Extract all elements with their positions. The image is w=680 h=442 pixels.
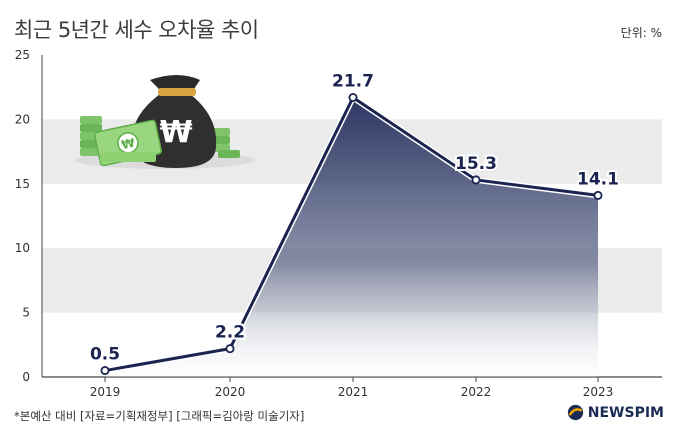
data-label: 0.5 [90,345,120,365]
area-fill [105,97,598,377]
y-tick-label: 5 [22,306,30,320]
footnote: *본예산 대비 [자료=기획재정부] [그래픽=김아랑 미술기자] [14,409,305,423]
data-point [593,190,603,200]
x-tick-label: 2021 [338,385,369,399]
won-symbol-icon: ₩ [159,115,192,150]
newspim-logo-icon [567,404,583,421]
data-point [225,344,235,354]
data-point [348,93,358,103]
data-point [471,175,481,185]
data-point [100,366,110,376]
y-tick-label: 25 [15,48,30,62]
x-tick-label: 2020 [215,385,246,399]
x-tick-label: 2019 [90,385,121,399]
bill-symbol-icon: ₩ [120,135,137,152]
y-tick-label: 20 [15,112,30,126]
unit-label: 단위: % [620,26,662,40]
data-label: 15.3 [455,154,497,174]
x-tick-label: 2023 [583,385,614,399]
y-tick-label: 0 [22,370,30,384]
newspim-logo: NEWSPIM [567,404,664,421]
y-tick-label: 10 [15,241,30,255]
logo-text: NEWSPIM [587,404,664,421]
x-tick-label: 2022 [461,385,492,399]
y-tick-label: 15 [15,177,30,191]
chart-title: 최근 5년간 세수 오차율 추이 [14,18,259,42]
data-label: 21.7 [332,72,374,92]
data-label: 2.2 [215,323,245,343]
data-label: 14.1 [577,169,619,189]
money-bag-illustration: ₩ ₩ [75,75,255,169]
